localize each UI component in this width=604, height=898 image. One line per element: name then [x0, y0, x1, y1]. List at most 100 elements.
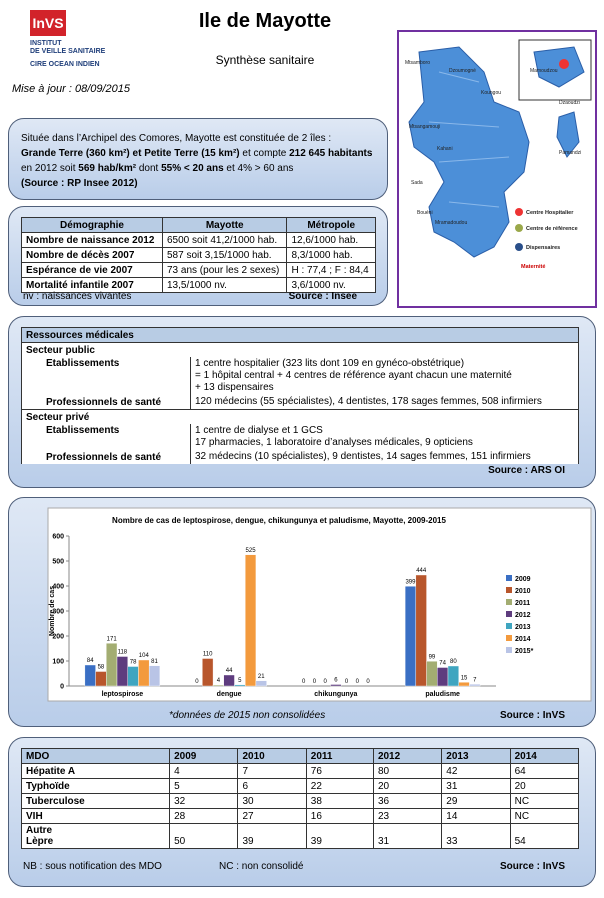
row: Tuberculose 32 30 38 36 29 NC	[20, 793, 580, 809]
logo-line: DE VEILLE SANITAIRE	[30, 48, 106, 55]
map: Mtsamboro Dzoumogné Koungou Mamoudzou Dzaoud…	[399, 32, 595, 306]
header-cell: MDO	[20, 748, 171, 764]
cell: 76	[305, 763, 374, 779]
legend-swatch	[506, 575, 512, 581]
cell: 4	[169, 763, 239, 779]
bar	[415, 574, 427, 687]
grande-terre	[408, 46, 530, 258]
value-label: 80	[450, 659, 457, 665]
legend-label: 2012	[515, 612, 531, 619]
item-row: Professionnels de santé 32 médecins (10 s…	[21, 450, 579, 464]
map-label: Koungou	[481, 90, 501, 96]
header-cell: 2013	[441, 748, 511, 764]
x-tick-label: dengue	[217, 691, 242, 698]
source: Source : InVS	[499, 861, 565, 872]
bar	[244, 554, 257, 687]
bar	[426, 661, 438, 687]
item-row: Etablissements 1 centre hospitalier (323 …	[21, 357, 579, 395]
bar	[469, 684, 481, 687]
bar	[127, 666, 139, 687]
item-line: 120 médecins (55 spécialistes), 4 dentis…	[195, 396, 542, 407]
cell: 20	[372, 778, 443, 794]
chart-title: Nombre de cas de leptospirose, dengue, c…	[112, 516, 446, 525]
row: Autre Lèpre 50 39 39 31 33 54	[20, 823, 580, 849]
cell: 31	[441, 778, 511, 794]
y-tick-label: 500	[52, 559, 64, 566]
value-label: 99	[429, 654, 436, 660]
map-legend-label: Centre de référence	[526, 226, 578, 232]
cell: H : 77,4 ; F : 84,4	[286, 262, 376, 278]
bar	[84, 664, 96, 687]
cell: 14	[441, 808, 511, 824]
source: Source : InVS	[499, 710, 565, 721]
bar	[202, 658, 214, 687]
value-label: 5	[238, 678, 242, 684]
cell: 6	[237, 778, 307, 794]
item-row: Professionnels de santé 120 médecins (55 …	[21, 395, 579, 410]
item-lines: 1 centre de dialyse et 1 GCS 17 pharmacie…	[190, 424, 579, 450]
cell: 27	[237, 808, 307, 824]
legend-label: 2013	[515, 624, 531, 631]
cell: 33	[441, 823, 511, 849]
petite-terre	[556, 111, 580, 158]
row: VIH 28 27 16 23 14 NC	[20, 808, 580, 824]
cell: 64	[509, 763, 580, 779]
item-line: = 1 hôpital central + 4 centres de référ…	[195, 370, 512, 381]
x-tick-label: chikungunya	[314, 691, 357, 698]
cell: NC	[509, 808, 580, 824]
map-frame: Mtsamboro Dzoumogné Koungou Mamoudzou Dzaoud…	[397, 30, 597, 308]
logo-cire: CIRE OCEAN INDIEN	[30, 61, 100, 68]
map-label: Sada	[411, 180, 423, 186]
title: Ile de Mayotte	[198, 10, 332, 32]
bar	[255, 680, 267, 687]
cell: Espérance de vie 2007	[21, 262, 163, 278]
cell: 28	[169, 808, 239, 824]
cell: 39	[305, 823, 374, 849]
intro-part: et 4% > 60 ans	[223, 163, 294, 174]
map-legend-label: Maternité	[521, 264, 545, 270]
value-label: 0	[313, 679, 317, 685]
section-row: Secteur public	[21, 342, 579, 357]
value-label: 0	[302, 679, 306, 685]
value-label: 7	[473, 677, 477, 683]
value-label: 0	[366, 679, 370, 685]
bar	[116, 656, 128, 687]
value-label: 84	[87, 658, 94, 664]
value-label: 118	[118, 650, 128, 656]
cell: 16	[305, 808, 374, 824]
cell: Nombre de naissance 2012	[21, 232, 163, 248]
map-legend-label: Centre Hospitalier	[526, 210, 574, 216]
value-label: 0	[323, 679, 327, 685]
header-cell: Métropole	[286, 217, 376, 233]
row-label: VIH	[20, 808, 171, 824]
map-label: Mtsamboro	[405, 60, 430, 66]
header-cell: Mayotte	[161, 217, 288, 233]
cell: 3,6/1000 nv.	[286, 277, 376, 293]
value-label: 171	[107, 636, 118, 642]
value-label: 6	[334, 678, 338, 684]
bar	[212, 684, 224, 687]
cell: 80	[372, 763, 443, 779]
legend-label: 2010	[515, 588, 531, 595]
cell: 50	[169, 823, 239, 849]
bar	[95, 671, 107, 687]
logo-text: INSTITUT DE VEILLE SANITAIRE CIRE OCEAN …	[30, 40, 105, 69]
item-line: 17 pharmacies, 1 laboratoire d’analyses …	[195, 437, 473, 448]
legend-label: 2014	[515, 636, 531, 643]
cell: 31	[372, 823, 443, 849]
intro-part: dont	[136, 163, 162, 174]
header-cell: 2009	[169, 748, 239, 764]
legend-label: 2009	[515, 576, 531, 583]
cell: 29	[441, 793, 511, 809]
header-row: Démographie Mayotte Métropole	[21, 217, 376, 233]
legend-swatch	[506, 647, 512, 653]
bar	[138, 659, 150, 687]
note: nv : naissances vivantes	[23, 291, 132, 302]
y-axis-label: Nombre de cas	[49, 586, 56, 636]
note: NB : sous notification des MDO	[23, 861, 162, 872]
chart: Nombre de cas de leptospirose, dengue, c…	[47, 507, 592, 702]
header-row: MDO 2009 2010 2011 2012 2013 2014	[20, 748, 580, 764]
cell: 8,3/1000 hab.	[286, 247, 376, 263]
